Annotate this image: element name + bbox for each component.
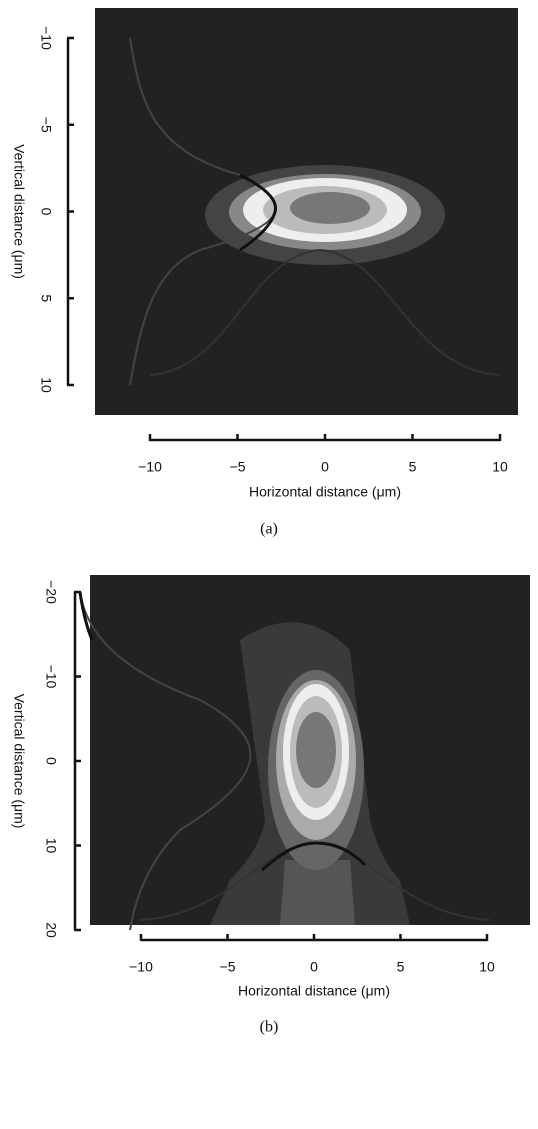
x-tick-label: −10 [138, 459, 162, 475]
x-tick-label: −10 [129, 959, 153, 975]
x-axis-label: Horizontal distance (μm) [249, 484, 401, 500]
y-tick-label: 20 [43, 922, 59, 938]
caption: (a) [260, 521, 278, 538]
x-tick-label: 10 [492, 459, 508, 475]
x-axis-label: Horizontal distance (μm) [238, 983, 390, 999]
y-axis-label: Vertical distance (μm) [11, 694, 27, 829]
y-tick-label: 10 [38, 377, 54, 393]
y-tick-label: −5 [38, 117, 54, 133]
y-tick-label: −10 [38, 26, 54, 50]
beam-image-b [78, 575, 530, 931]
x-tick-label: 0 [321, 459, 329, 475]
y-tick-label: 5 [38, 294, 54, 302]
y-tick-label: −20 [43, 580, 59, 604]
x-tick-label: −5 [220, 959, 236, 975]
beam-image-a [95, 8, 518, 415]
y-tick-label: −10 [43, 665, 59, 689]
x-tick-label: 10 [479, 959, 495, 975]
caption: (b) [260, 1019, 279, 1036]
y-axis-label: Vertical distance (μm) [11, 144, 27, 279]
y-tick-label: 10 [43, 838, 59, 854]
x-tick-label: 0 [310, 959, 318, 975]
y-tick-label: 0 [38, 208, 54, 216]
y-tick-label: 0 [43, 757, 59, 765]
x-tick-label: −5 [230, 459, 246, 475]
x-tick-label: 5 [409, 459, 417, 475]
x-tick-label: 5 [397, 959, 405, 975]
